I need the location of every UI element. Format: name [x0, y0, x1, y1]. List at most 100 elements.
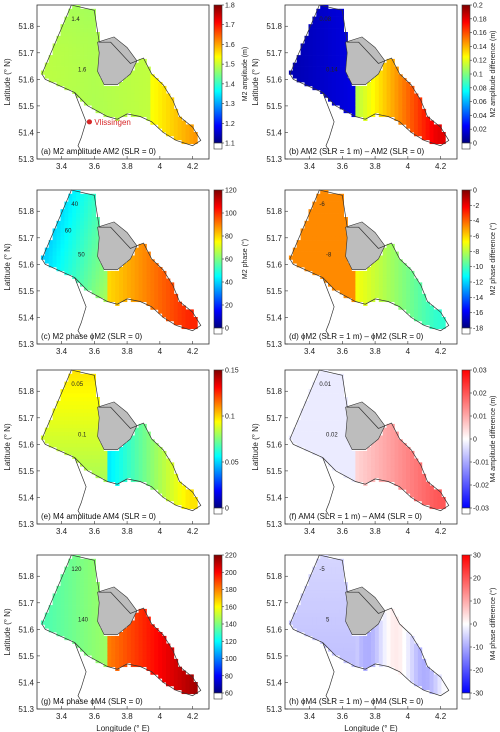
heatmap-cell	[394, 473, 399, 479]
heatmap-cell	[99, 655, 104, 660]
heatmap-cell	[83, 450, 89, 456]
heatmap-cell	[304, 620, 309, 625]
heatmap-cell	[146, 70, 151, 75]
heatmap-cell	[64, 55, 69, 60]
heatmap-cell	[386, 290, 391, 295]
heatmap-cell	[339, 47, 345, 52]
heatmap-cell	[76, 70, 81, 75]
heatmap-cell	[76, 78, 81, 83]
heatmap-cell	[331, 224, 337, 229]
heatmap-cell	[68, 209, 73, 214]
heatmap-cell	[68, 635, 73, 641]
heatmap-cell	[328, 570, 333, 575]
heatmap-cell	[134, 620, 140, 625]
colorbar-tick-label: 0	[473, 141, 477, 148]
heatmap-cell	[52, 620, 57, 625]
heatmap-cell	[99, 274, 104, 279]
heatmap-cell	[72, 601, 77, 606]
heatmap-cell	[87, 74, 93, 79]
heatmap-cell	[417, 105, 423, 110]
heatmap-cell	[138, 105, 143, 110]
heatmap-cell	[83, 566, 89, 571]
heatmap-cell	[87, 381, 93, 386]
heatmap-cell	[382, 108, 388, 114]
contour-label: 0.08	[319, 17, 331, 23]
heatmap-cell	[95, 612, 100, 617]
heatmap-cell	[324, 558, 329, 564]
heatmap-cell	[335, 62, 341, 67]
heatmap-cell	[181, 493, 186, 498]
y-tick-label: 51.7	[266, 49, 282, 58]
heatmap-cell	[189, 139, 194, 145]
heatmap-cell	[166, 485, 171, 490]
heatmap-cell	[119, 470, 124, 475]
heatmap-cell	[107, 290, 112, 295]
heatmap-cell	[169, 489, 175, 494]
heatmap-cell	[76, 66, 81, 71]
heatmap-cell	[107, 286, 112, 291]
heatmap-cell	[339, 290, 345, 295]
heatmap-cell	[138, 270, 143, 276]
heatmap-cell	[425, 493, 431, 498]
heatmap-cell	[87, 377, 93, 382]
heatmap-cell	[119, 639, 124, 644]
heatmap-cell	[126, 462, 132, 467]
heatmap-cell	[363, 290, 368, 295]
heatmap-cell	[331, 601, 337, 606]
heatmap-cell	[95, 450, 100, 456]
heatmap-cell	[91, 589, 97, 594]
heatmap-cell	[107, 454, 112, 459]
heatmap-cell	[331, 282, 337, 287]
heatmap-cell	[339, 608, 345, 614]
heatmap-cell	[394, 267, 399, 272]
heatmap-cell	[382, 632, 388, 637]
heatmap-cell	[300, 420, 305, 425]
heatmap-cell	[339, 51, 345, 56]
heatmap-cell	[296, 620, 302, 625]
heatmap-cell	[390, 658, 395, 664]
heatmap-cell	[312, 251, 317, 256]
heatmap-cell	[60, 400, 65, 406]
heatmap-cell	[312, 447, 317, 452]
heatmap-cell	[87, 458, 93, 463]
heatmap-cell	[154, 447, 159, 452]
heatmap-cell	[312, 35, 317, 41]
heatmap-cell	[410, 643, 415, 648]
heatmap-cell	[320, 267, 325, 272]
heatmap-cell	[398, 267, 403, 272]
heatmap-cell	[142, 470, 147, 475]
heatmap-cell	[68, 205, 73, 210]
colorbar-tick-label: 10	[473, 599, 481, 606]
heatmap-cell	[68, 82, 73, 87]
heatmap-cell	[410, 128, 415, 133]
heatmap-cell	[398, 82, 403, 87]
x-tick-label: 3.6	[337, 162, 349, 171]
heatmap-cell	[312, 70, 317, 75]
land-shape	[345, 401, 386, 450]
heatmap-cell	[324, 251, 329, 256]
heatmap-cell	[130, 651, 136, 656]
heatmap-cell	[154, 274, 159, 279]
heatmap-cell	[308, 400, 313, 406]
heatmap-cell	[185, 497, 190, 502]
heatmap-cell	[406, 477, 411, 483]
heatmap-cell	[328, 462, 333, 467]
heatmap-cell	[320, 47, 325, 52]
heatmap-cell	[64, 593, 69, 598]
heatmap-cell	[343, 420, 348, 425]
heatmap-cell	[351, 112, 356, 118]
heatmap-cell	[119, 473, 124, 479]
colorbar-tick-label: -30	[473, 691, 483, 698]
colorbar	[461, 369, 471, 509]
heatmap-cell	[80, 397, 85, 402]
heatmap-cell	[410, 651, 415, 656]
heatmap-cell	[331, 278, 337, 283]
heatmap-cell	[308, 404, 313, 409]
heatmap-cell	[68, 220, 73, 226]
heatmap-cell	[64, 201, 69, 206]
heatmap-cell	[382, 470, 388, 475]
heatmap-cell	[142, 66, 147, 71]
heatmap-cell	[80, 240, 85, 245]
heatmap-cell	[328, 639, 333, 644]
heatmap-cell	[162, 124, 167, 129]
